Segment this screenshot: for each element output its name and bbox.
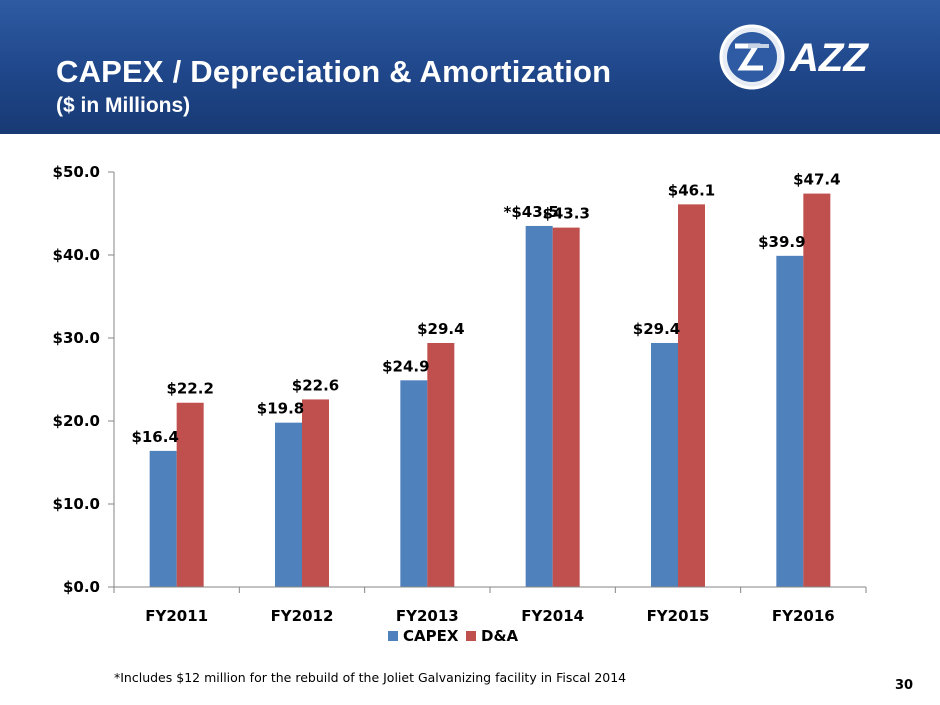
y-tick-label: $40.0: [53, 246, 100, 264]
da-value-label-fy2012: $22.6: [292, 376, 339, 394]
x-tick-label-fy2016: FY2016: [772, 607, 835, 625]
y-tick-label: $0.0: [63, 578, 100, 596]
logo-text: AZZ: [789, 36, 869, 80]
slide-subtitle: ($ in Millions): [56, 94, 191, 117]
footnote: *Includes $12 million for the rebuild of…: [114, 670, 627, 685]
capex-value-label-fy2014: *$43.5: [504, 203, 559, 221]
bars-layer: [149, 193, 831, 588]
capex-bar-fy2014: [525, 225, 553, 587]
x-tick-label-fy2015: FY2015: [647, 607, 710, 625]
x-tick-label-fy2011: FY2011: [145, 607, 208, 625]
x-tick-label-fy2013: FY2013: [396, 607, 459, 625]
capex-bar-fy2016: [776, 255, 804, 587]
da-legend-swatch: [466, 631, 476, 641]
da-bar-fy2012: [302, 399, 329, 587]
azz-logo: AZZ: [719, 24, 869, 90]
capex-bar-fy2015: [651, 342, 678, 587]
da-bar-fy2013: [427, 342, 455, 587]
da-value-label-fy2013: $29.4: [417, 320, 464, 338]
capex-value-label-fy2016: $39.9: [758, 233, 805, 251]
da-bar-fy2016: [803, 193, 831, 587]
header-bar: [0, 0, 940, 134]
x-tick-label-fy2014: FY2014: [521, 607, 584, 625]
slide-title: CAPEX / Depreciation & Amortization: [56, 54, 612, 89]
da-value-label-fy2011: $22.2: [166, 380, 213, 398]
capex-value-label-fy2012: $19.8: [257, 400, 304, 418]
chart-legend: CAPEX D&A: [388, 627, 519, 645]
y-tick-label: $30.0: [53, 329, 100, 347]
capex-value-label-fy2013: $24.9: [382, 357, 429, 375]
capex-bar-fy2013: [400, 380, 428, 587]
y-tick-label: $20.0: [53, 412, 100, 430]
capex-legend-label: CAPEX: [403, 627, 459, 645]
da-value-label-fy2015: $46.1: [668, 181, 715, 199]
capex-bar-fy2012: [275, 422, 302, 587]
y-tick-label: $50.0: [53, 163, 100, 181]
page-number: 30: [895, 678, 914, 693]
y-tick-label: $10.0: [53, 495, 100, 513]
da-bar-fy2011: [176, 402, 204, 587]
capex-bar-fy2011: [149, 450, 177, 587]
axes-layer: [108, 171, 867, 593]
capex-value-label-fy2015: $29.4: [633, 320, 680, 338]
da-legend-label: D&A: [481, 627, 519, 645]
da-bar-fy2014: [552, 227, 580, 588]
da-bar-fy2015: [678, 204, 705, 587]
da-value-label-fy2014: $43.3: [542, 205, 589, 223]
capex-legend-swatch: [388, 631, 398, 641]
labels-layer: $16.4 $22.2 FY2011 $19.8 $22.6 FY2012 $24.9 $29…: [53, 163, 841, 625]
da-value-label-fy2016: $47.4: [793, 171, 840, 189]
capex-value-label-fy2011: $16.4: [131, 428, 178, 446]
x-tick-label-fy2012: FY2012: [271, 607, 334, 625]
